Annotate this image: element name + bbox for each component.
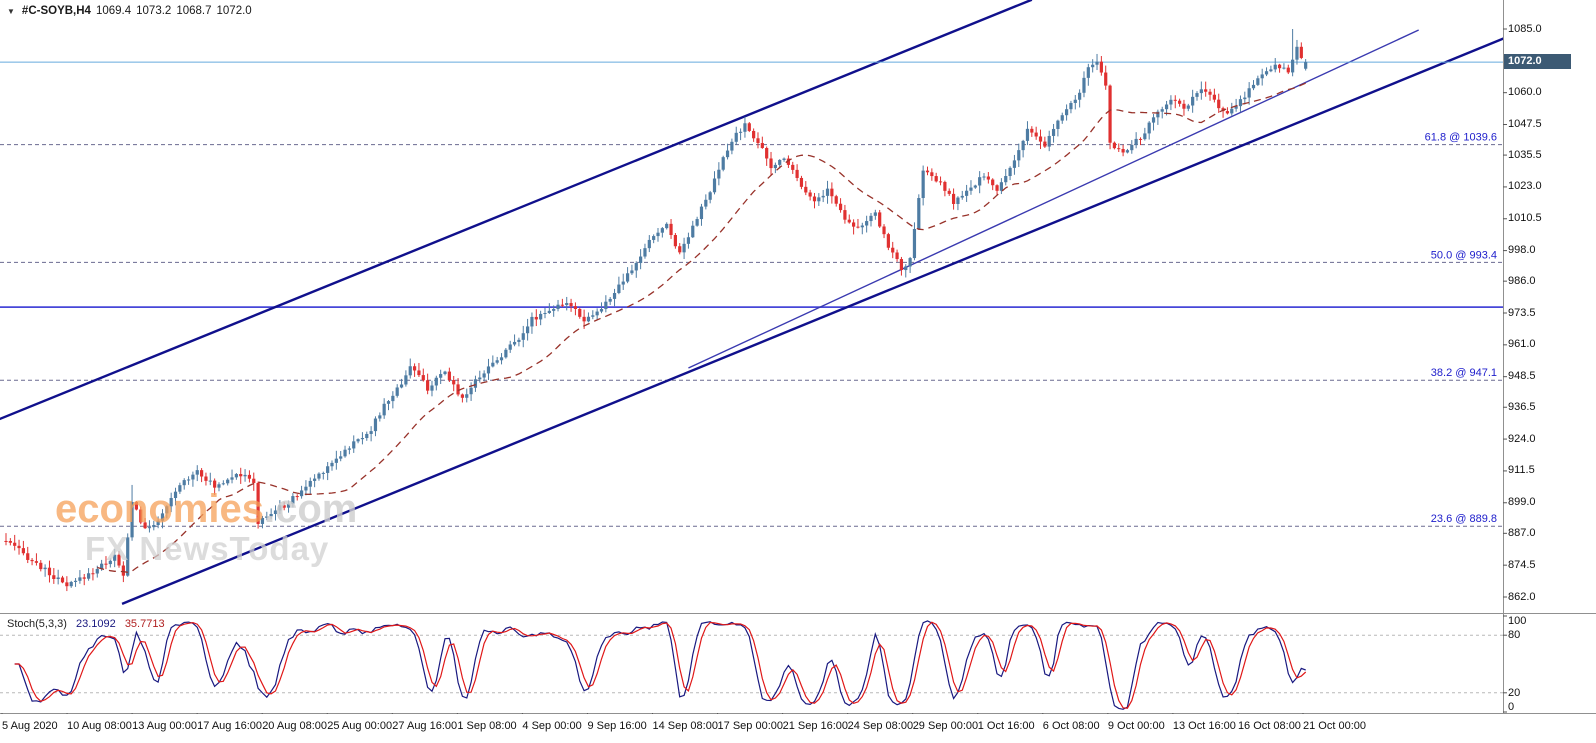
price-axis-label: 887.0: [1508, 526, 1536, 539]
time-axis-label: 10 Aug 08:00: [67, 720, 132, 732]
time-axis-label: 20 Aug 08:00: [262, 720, 328, 732]
trendline-upper-channel[interactable]: [0, 0, 1033, 421]
time-axis-label: 16 Oct 08:00: [1237, 720, 1301, 732]
stoch-signal-line: [14, 621, 1307, 709]
ohlc-high: 1073.2: [136, 5, 172, 17]
stoch-axis-label: 80: [1508, 629, 1521, 642]
time-axis-label: 4 Sep 00:00: [522, 720, 582, 732]
price-axis-label: 924.0: [1508, 432, 1536, 445]
ohlc-open: 1069.4: [95, 5, 132, 17]
stoch-main-line: [14, 620, 1306, 710]
ohlc-low: 1068.7: [176, 5, 212, 17]
time-axis-label: 17 Aug 16:00: [197, 720, 262, 732]
price-axis-label: 911.5: [1508, 464, 1535, 477]
price-axis-label: 1085.0: [1508, 22, 1542, 35]
time-axis-label: 13 Aug 00:00: [132, 720, 197, 732]
main-chart-pane: [0, 0, 1510, 605]
indicator-label: Stoch(5,3,3) 23.1092 35.7713: [7, 618, 165, 630]
time-axis-label: 27 Aug 16:00: [392, 720, 458, 732]
price-axis-label: 874.5: [1508, 558, 1536, 571]
price-axis-label: 1060.0: [1508, 86, 1542, 99]
indicator-name: Stoch(5,3,3): [7, 618, 67, 630]
time-axis-label: 9 Sep 16:00: [587, 720, 647, 732]
time-axis-label: 29 Sep 00:00: [912, 720, 979, 732]
price-axis[interactable]: 1085.0 1060.0 1047.5 1035.5 1023.0 1010.5 998.…: [1504, 0, 1596, 713]
time-axis-label: 13 Oct 16:00: [1172, 720, 1236, 732]
time-axis-label: 6 Oct 08:00: [1042, 720, 1100, 732]
trendline-lower-channel[interactable]: [121, 36, 1510, 605]
fib-level-label: 50.0 @ 993.4: [1431, 249, 1497, 261]
price-axis-label: 1010.5: [1508, 212, 1542, 225]
price-axis-label: 936.5: [1508, 400, 1536, 413]
time-axis-label: 17 Sep 00:00: [717, 720, 783, 732]
price-axis-label: 862.0: [1508, 590, 1536, 603]
symbol-info: ▼ #C-SOYB,H4 1069.4 1073.2 1068.7 1072.0: [7, 5, 252, 17]
indicator-value-signal: 35.7713: [124, 618, 165, 630]
time-axis-label: 1 Oct 16:00: [977, 720, 1035, 732]
price-axis-label: 1047.5: [1508, 118, 1542, 131]
indicator-value-main: 23.1092: [75, 618, 116, 630]
price-axis-label: 973.5: [1508, 306, 1536, 319]
time-axis-label: 14 Sep 08:00: [652, 720, 718, 732]
time-axis-label: 9 Oct 00:00: [1107, 720, 1165, 732]
time-axis-label: 24 Sep 08:00: [847, 720, 914, 732]
candlestick-series: [4, 29, 1308, 592]
symbol-name: #C-SOYB,H4: [21, 5, 91, 17]
time-axis-label: 21 Sep 16:00: [782, 720, 849, 732]
time-axis-label: 5 Aug 2020: [2, 720, 58, 732]
fib-level-label: 61.8 @ 1039.6: [1425, 132, 1497, 144]
moving-average-line[interactable]: [97, 82, 1306, 573]
fib-level-label: 23.6 @ 889.8: [1431, 513, 1497, 525]
price-axis-label: 1035.5: [1508, 148, 1542, 161]
price-axis-label: 1023.0: [1508, 180, 1542, 193]
price-axis-label: 961.0: [1508, 338, 1536, 351]
price-axis-label: 986.0: [1508, 274, 1536, 287]
trendline-inner[interactable]: [688, 29, 1419, 369]
stoch-axis-label: 100: [1508, 615, 1527, 627]
time-axis-label: 1 Sep 08:00: [457, 720, 517, 732]
fib-level-label: 38.2 @ 947.1: [1431, 367, 1497, 379]
price-axis-label: 899.0: [1508, 496, 1536, 509]
current-price-tag: 1072.0: [1504, 54, 1571, 70]
stoch-axis-label: 20: [1508, 686, 1521, 699]
time-axis-label: 21 Oct 00:00: [1303, 720, 1366, 732]
time-axis[interactable]: 5 Aug 2020 10 Aug 08:00 13 Aug 00:00 17 Aug…: [0, 714, 1596, 743]
stoch-axis-label: 0: [1508, 701, 1515, 713]
time-axis-label: 25 Aug 00:00: [327, 720, 393, 732]
ohlc-close: 1072.0: [216, 5, 252, 17]
chevron-down-icon[interactable]: ▼: [7, 6, 15, 16]
price-axis-label: 998.0: [1508, 244, 1536, 257]
price-axis-label: 948.5: [1508, 370, 1536, 383]
stochastic-pane: [0, 620, 1503, 710]
